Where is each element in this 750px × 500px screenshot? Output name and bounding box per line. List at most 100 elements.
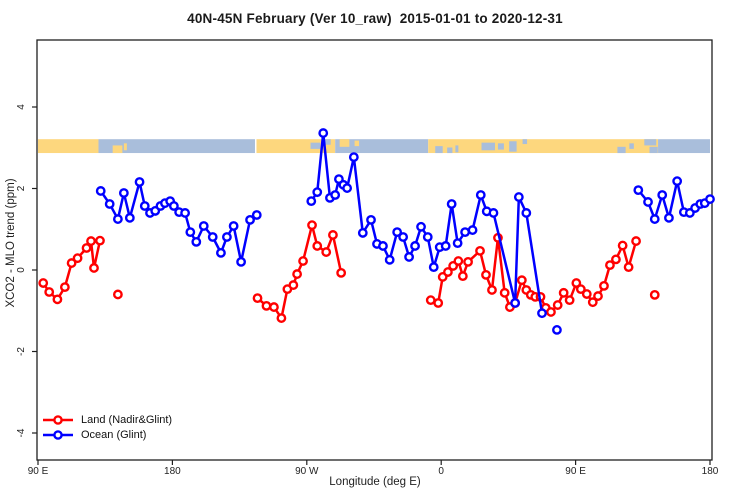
data-point-ocean	[633, 185, 644, 196]
data-point-land	[463, 256, 473, 267]
map-band-speckle-ocean	[522, 139, 528, 145]
data-point-ocean	[180, 208, 190, 218]
map-band-speckle-ocean	[644, 139, 657, 146]
data-point-land	[95, 235, 105, 246]
data-point-ocean	[404, 252, 414, 262]
map-band-speckle-ocean	[481, 142, 495, 151]
data-point-ocean	[552, 325, 562, 335]
x-axis-label: Longitude (deg E)	[329, 476, 421, 488]
legend: Land (Nadir&Glint) Ocean (Glint)	[42, 412, 172, 442]
data-point-ocean	[446, 199, 457, 209]
ocean-series-swatch-icon	[43, 429, 73, 440]
data-point-land	[457, 271, 468, 282]
data-point-land	[52, 294, 63, 305]
data-point-ocean	[216, 247, 226, 258]
y-tick-label: -2	[16, 347, 27, 356]
data-point-land	[575, 284, 586, 295]
data-point-land	[649, 289, 660, 300]
data-point-land	[72, 253, 83, 264]
map-band-speckle-ocean	[629, 143, 634, 149]
x-tick-label: 90 W	[295, 466, 319, 477]
legend-label-land: Land (Nadir&Glint)	[81, 413, 173, 426]
data-point-land	[623, 262, 634, 273]
legend-item-ocean: Ocean (Glint)	[42, 427, 172, 442]
data-point-ocean	[398, 232, 409, 242]
map-band-speckle-ocean	[649, 146, 658, 154]
data-point-land	[307, 220, 317, 231]
data-point-ocean	[513, 192, 524, 202]
data-point-ocean	[664, 212, 674, 223]
map-band-speckle-land	[339, 139, 350, 147]
data-point-ocean	[318, 128, 329, 138]
data-point-ocean	[207, 232, 218, 242]
data-point-ocean	[537, 308, 547, 319]
data-point-ocean	[521, 208, 532, 218]
data-point-ocean	[657, 190, 668, 200]
x-tick-label: 0	[438, 466, 444, 477]
map-band-speckle-land	[123, 143, 127, 151]
data-point-land	[38, 278, 49, 288]
chart-title: 40N-45N February (Ver 10_raw) 2015-01-01…	[187, 11, 563, 26]
data-point-ocean	[366, 214, 376, 225]
map-band-speckle-ocean	[435, 146, 443, 154]
map-band-speckle-ocean	[324, 139, 331, 145]
map-band-segment-ocean	[658, 139, 710, 154]
data-point-ocean	[410, 241, 420, 251]
plot-frame	[36, 39, 713, 461]
data-point-ocean	[95, 186, 106, 196]
data-point-ocean	[342, 183, 353, 193]
data-point-land	[605, 260, 615, 271]
data-point-land	[292, 269, 302, 279]
data-point-ocean	[705, 194, 715, 204]
map-band-speckle-ocean	[455, 145, 459, 153]
data-point-land	[499, 287, 510, 298]
data-point-land	[481, 269, 491, 280]
data-point-ocean	[330, 190, 341, 200]
data-point-ocean	[488, 208, 499, 218]
data-point-land	[288, 280, 299, 290]
map-band-segment-land	[38, 139, 99, 154]
y-tick-label: -4	[16, 428, 27, 437]
y-axis-label: XCO2 - MLO trend (ppm)	[5, 178, 17, 308]
data-point-ocean	[428, 262, 439, 273]
data-point-ocean	[392, 227, 403, 238]
data-point-ocean	[112, 214, 123, 224]
data-point-land	[487, 285, 497, 295]
data-point-ocean	[185, 227, 196, 238]
data-point-ocean	[306, 196, 317, 207]
data-point-ocean	[357, 228, 368, 238]
data-point-ocean	[422, 232, 433, 242]
data-point-land	[617, 240, 628, 251]
map-band-speckle-ocean	[509, 141, 517, 152]
x-tick-label: 180	[702, 466, 719, 477]
data-point-land	[558, 287, 569, 298]
data-point-land	[336, 267, 347, 278]
legend-label-ocean: Ocean (Glint)	[81, 428, 147, 441]
data-point-ocean	[672, 176, 683, 187]
data-point-ocean	[222, 232, 232, 242]
data-point-ocean	[384, 254, 395, 265]
data-point-ocean	[245, 214, 255, 225]
data-point-land	[593, 291, 603, 301]
data-point-ocean	[251, 210, 262, 220]
x-tick-label: 90 E	[28, 466, 49, 477]
data-point-land	[112, 289, 123, 300]
data-point-land	[81, 243, 92, 253]
data-point-ocean	[124, 212, 135, 223]
data-point-ocean	[191, 236, 202, 247]
map-band-speckle-ocean	[310, 142, 321, 149]
map-band-speckle-land	[354, 140, 360, 147]
data-point-ocean	[104, 199, 115, 209]
data-point-land	[443, 267, 453, 277]
data-point-land	[261, 300, 272, 311]
data-point-land	[89, 263, 99, 273]
data-point-land	[475, 245, 485, 256]
data-point-land	[599, 280, 609, 291]
data-point-ocean	[440, 241, 451, 251]
x-tick-label: 90 E	[565, 466, 586, 477]
map-band-speckle-ocean	[617, 146, 626, 154]
data-point-land	[587, 297, 598, 308]
y-tick-label: 2	[16, 185, 27, 191]
data-point-land	[276, 313, 287, 323]
